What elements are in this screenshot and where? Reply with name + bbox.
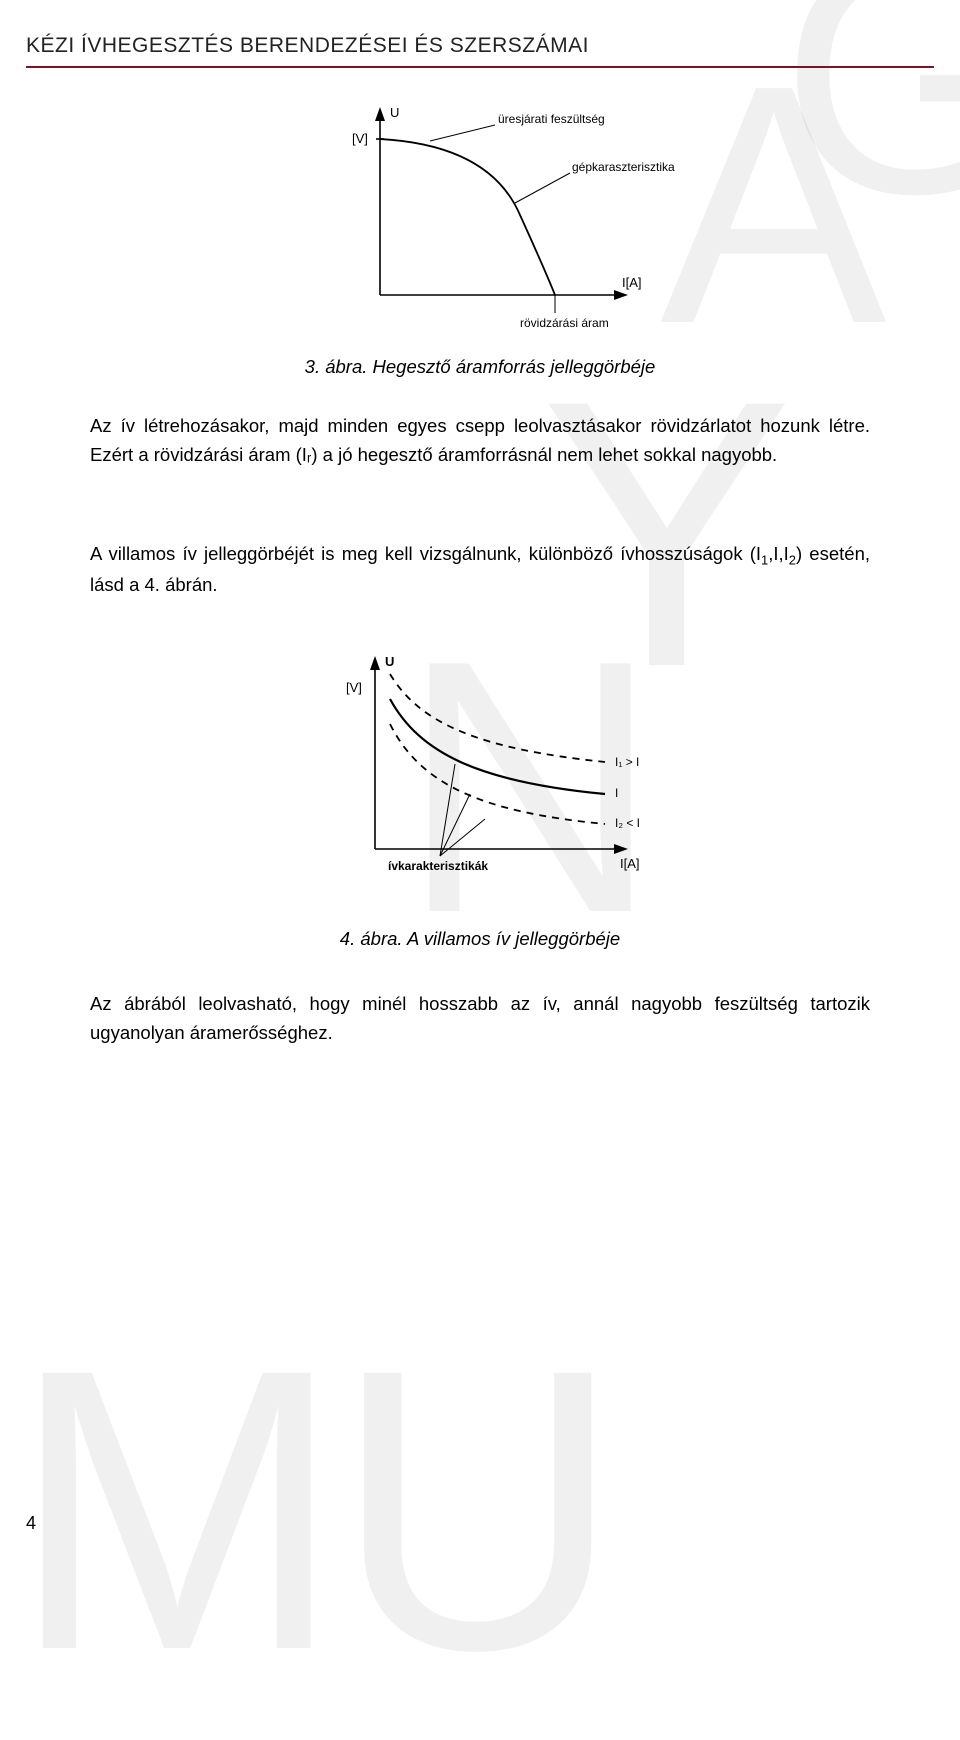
axis-x-label: I[A] <box>622 275 642 290</box>
svg-text:ívkarakterisztikák: ívkarakterisztikák <box>388 859 488 873</box>
svg-text:U: U <box>385 654 394 669</box>
svg-text:I[A]: I[A] <box>620 856 640 871</box>
svg-text:I₁ > I: I₁ > I <box>615 755 639 769</box>
paragraph-2-text: A villamos ív jelleggörbéjét is meg kell… <box>90 543 761 564</box>
axis-y-label: U <box>390 105 399 120</box>
axis-y-unit: [V] <box>352 131 368 146</box>
paragraph-1: Az ív létrehozásakor, majd minden egyes … <box>90 412 870 469</box>
figure-1-caption: 3. ábra. Hegesztő áramforrás jelleggörbé… <box>0 356 960 378</box>
svg-text:I₂ < I: I₂ < I <box>615 816 640 830</box>
paragraph-2: A villamos ív jelleggörbéjét is meg kell… <box>90 540 870 599</box>
fig1-annot-top: üresjárati feszültség <box>498 112 605 126</box>
page-running-title: KÉZI ÍVHEGESZTÉS BERENDEZÉSEI ÉS SZERSZÁ… <box>26 34 589 58</box>
watermark-letter: G <box>780 0 960 271</box>
subscript: 2 <box>789 553 796 568</box>
figure-2-caption: 4. ábra. A villamos ív jelleggörbéje <box>0 928 960 950</box>
header-rule <box>26 66 934 68</box>
figure-1: U [V] I[A] üresjárati feszültség gépkara… <box>320 95 680 335</box>
paragraph-2-text: ,I,I <box>768 543 789 564</box>
page: G A Y N MU KÉZI ÍVHEGESZTÉS BERENDEZÉSEI… <box>0 0 960 1554</box>
page-number: 4 <box>26 1513 36 1534</box>
watermark-letter: A <box>660 10 887 401</box>
fig1-annot-curve: gépkaraszterisztika <box>572 160 675 174</box>
fig1-annot-bottom: rövidzárási áram <box>520 316 609 330</box>
watermark-letter: MU <box>10 1280 612 1740</box>
figure-2: I₁ > I I I₂ < I U [V] I[A] ívkarakterisz… <box>320 644 680 894</box>
svg-text:[V]: [V] <box>346 680 362 695</box>
paragraph-3: Az ábrából leolvasható, hogy minél hossz… <box>90 990 870 1047</box>
svg-text:I: I <box>615 786 618 800</box>
